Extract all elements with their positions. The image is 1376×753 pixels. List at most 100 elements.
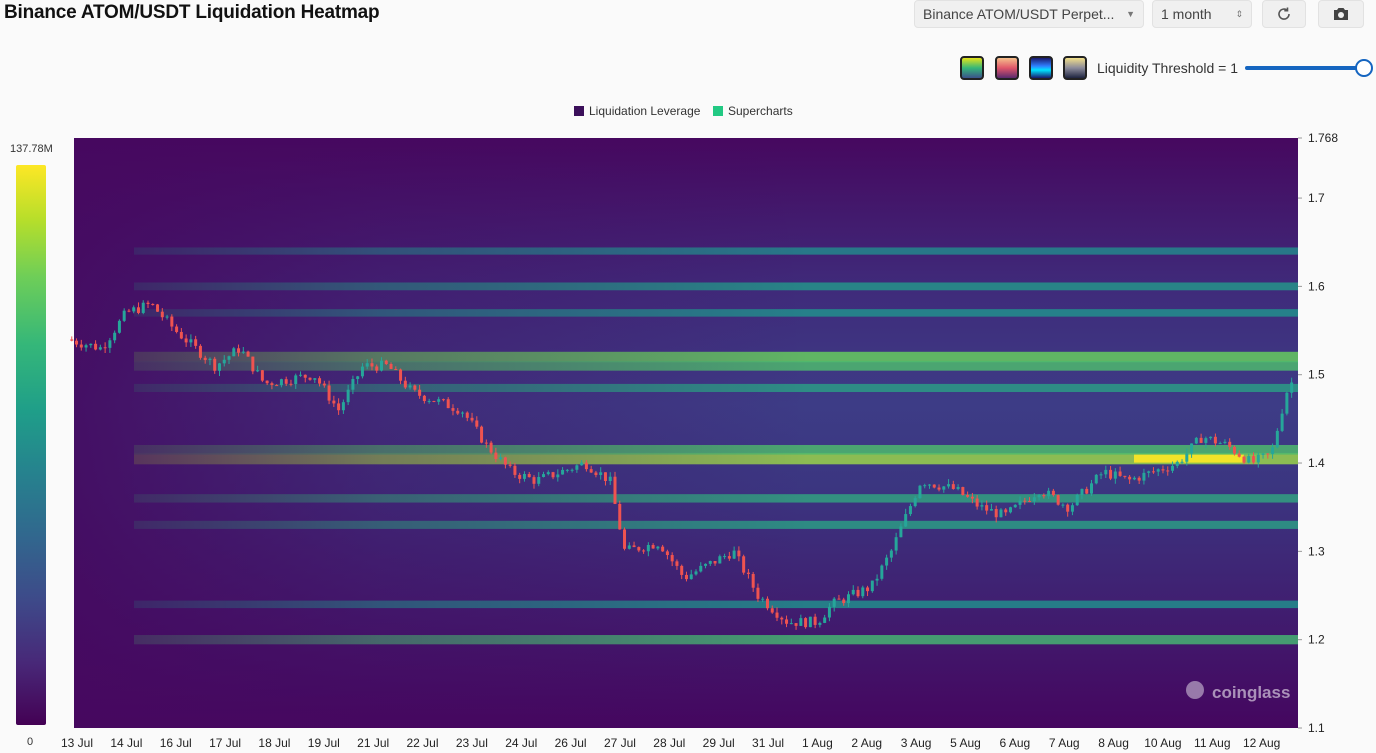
candle-body (1252, 456, 1256, 463)
x-tick-label: 17 Jul (209, 736, 241, 750)
candle-body (661, 546, 665, 552)
x-tick-label: 5 Aug (950, 736, 981, 750)
candle-body (870, 580, 874, 592)
x-tick-label: 12 Aug (1243, 736, 1280, 750)
candle-body (437, 399, 441, 402)
candle-body (1070, 505, 1074, 512)
candle-body (975, 498, 979, 507)
candle-body (337, 403, 341, 411)
candle-body (499, 457, 503, 459)
palette-gold-button[interactable] (1063, 56, 1087, 80)
x-tick-label: 22 Jul (407, 736, 439, 750)
candle-body (594, 472, 598, 476)
x-tick-label: 16 Jul (160, 736, 192, 750)
candle-body (789, 623, 793, 625)
candle-body (427, 400, 431, 402)
candle-body (1080, 488, 1084, 495)
candle-body (1128, 476, 1132, 480)
palette-viridis-button[interactable] (960, 56, 984, 80)
candle-body (246, 351, 250, 357)
candle-body (827, 606, 831, 618)
plot-area (70, 138, 1298, 728)
candle-body (213, 358, 217, 371)
candle-body (1099, 474, 1103, 476)
candle-body (356, 376, 360, 380)
candle-body (804, 618, 808, 628)
candle-body (808, 616, 812, 628)
candle-body (913, 498, 917, 507)
candle-body (656, 546, 660, 549)
y-tick-label: 1.6 (1308, 279, 1325, 293)
threshold-slider-track[interactable] (1245, 66, 1363, 70)
candle-body (1256, 454, 1260, 463)
screenshot-button[interactable] (1318, 0, 1364, 28)
candle-body (1032, 497, 1036, 502)
threshold-slider-handle[interactable] (1355, 59, 1373, 77)
candle-body (556, 474, 560, 478)
candle-body (451, 408, 455, 411)
candle-body (737, 550, 741, 557)
candle-body (108, 340, 112, 348)
x-tick-label: 8 Aug (1098, 736, 1129, 750)
candle-body (923, 485, 927, 487)
candle-body (780, 617, 784, 620)
y-tick-label: 1.7 (1308, 191, 1325, 205)
camera-icon (1334, 8, 1348, 20)
candle-body (136, 307, 140, 313)
candle-body (1028, 501, 1032, 503)
palette-blue-button[interactable] (1029, 56, 1053, 80)
candle-body (866, 587, 870, 592)
x-tick-label: 1 Aug (802, 736, 833, 750)
candle-body (170, 316, 174, 327)
candle-body (699, 565, 703, 572)
candle-body (851, 589, 855, 595)
x-tick-label: 18 Jul (258, 736, 290, 750)
time-range-select[interactable]: 1 month ⇕ (1152, 0, 1252, 28)
candle-body (989, 509, 993, 511)
candle-body (98, 347, 102, 350)
candle-body (122, 310, 126, 321)
candle-body (503, 457, 507, 465)
legend-label: Liquidation Leverage (589, 104, 701, 118)
candle-body (880, 565, 884, 579)
updown-chevron-icon: ⇕ (1235, 8, 1243, 19)
candle-body (346, 389, 350, 403)
symbol-select[interactable]: Binance ATOM/USDT Perpet... ▼ (914, 0, 1144, 28)
candle-body (375, 366, 379, 371)
x-tick-label: 14 Jul (110, 736, 142, 750)
candle-body (670, 555, 674, 562)
candle-body (894, 537, 898, 551)
x-tick-label: 28 Jul (653, 736, 685, 750)
candle-body (456, 410, 460, 414)
candle-body (1166, 470, 1170, 472)
palette-warm-button[interactable] (995, 56, 1019, 80)
candle-body (413, 385, 417, 390)
candle-body (446, 399, 450, 409)
candle-body (837, 598, 841, 600)
legend-item-supercharts[interactable]: Supercharts (713, 104, 793, 118)
candle-body (1132, 477, 1136, 480)
candle-body (1261, 453, 1265, 455)
candle-body (141, 302, 145, 313)
candle-body (675, 561, 679, 566)
candle-body (1008, 507, 1012, 513)
x-tick-label: 19 Jul (308, 736, 340, 750)
candle-body (470, 417, 474, 421)
candle-body (513, 465, 517, 475)
candle-body (132, 307, 136, 312)
candle-body (1280, 413, 1284, 431)
refresh-button[interactable] (1262, 0, 1306, 28)
candle-body (1237, 453, 1241, 457)
candle-body (932, 484, 936, 488)
candle-body (1194, 437, 1198, 444)
legend-item-liquidation-leverage[interactable]: Liquidation Leverage (574, 104, 700, 118)
candle-body (565, 469, 569, 471)
y-tick-label: 1.2 (1308, 633, 1325, 647)
candle-body (708, 561, 712, 564)
candle-body (441, 399, 445, 401)
legend-label: Supercharts (728, 104, 793, 118)
candle-body (184, 338, 188, 343)
y-tick-label: 1.4 (1308, 456, 1325, 470)
candle-body (1094, 474, 1098, 484)
